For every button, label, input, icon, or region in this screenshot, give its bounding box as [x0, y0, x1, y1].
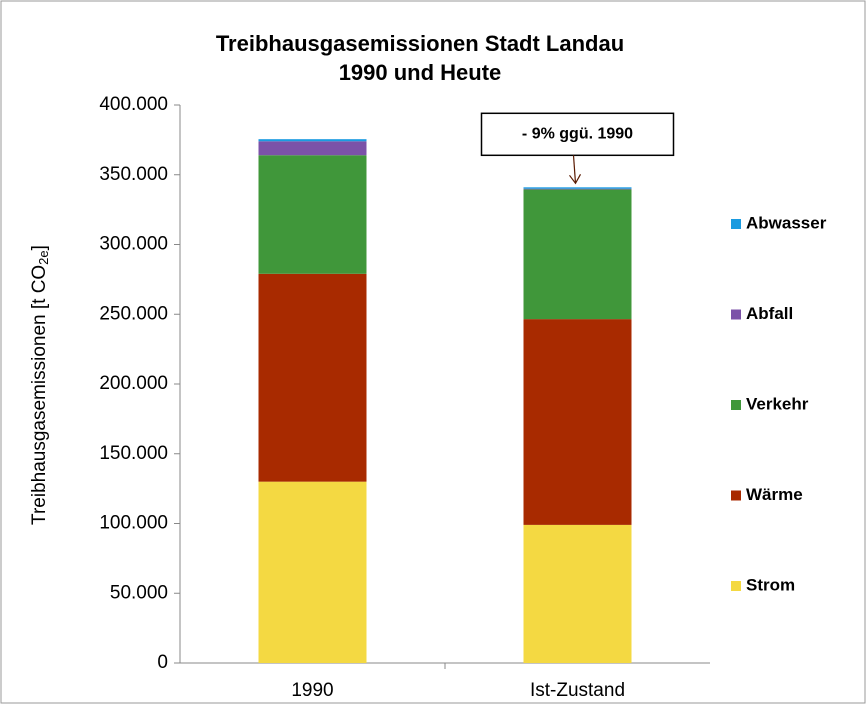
annotation: - 9% ggü. 1990	[522, 126, 633, 143]
bar-segment	[258, 481, 367, 663]
bar-segment	[523, 319, 632, 525]
legend-swatch	[731, 490, 741, 501]
bar-segment	[523, 187, 632, 189]
annotation-arrowhead	[569, 174, 582, 185]
legend-swatch	[731, 581, 741, 591]
y-tick-label: 250.000	[99, 303, 168, 324]
x-tick-label: Ist-Zustand	[530, 680, 625, 701]
bar-segment	[523, 524, 632, 663]
legend-label: Abfall	[746, 304, 793, 323]
y-tick-label: 150.000	[99, 443, 168, 464]
y-axis-label-main: Treibhausgasemissionen [t CO	[29, 265, 50, 525]
y-axis-label-sub: 2e	[36, 250, 51, 264]
y-axis-label-end: ]	[29, 245, 50, 250]
legend-label: Abwasser	[746, 213, 827, 232]
x-tick-label: 1990	[291, 680, 333, 701]
legend-swatch	[731, 219, 741, 229]
bar-segment	[523, 189, 632, 320]
y-tick-label: 400.000	[99, 94, 168, 115]
legend-label: Verkehr	[746, 394, 809, 413]
annotation-box	[480, 112, 675, 157]
bar-segment	[523, 188, 632, 190]
y-tick-label: 300.000	[99, 234, 168, 255]
bar-segment	[258, 141, 367, 156]
y-tick-label: 350.000	[99, 164, 168, 185]
bar-segment	[258, 273, 367, 482]
chart-title: Treibhausgasemissionen Stadt Landau	[216, 31, 624, 56]
legend-label: Strom	[746, 575, 795, 594]
legend-swatch	[731, 400, 741, 410]
chart-title: 1990 und Heute	[339, 60, 502, 85]
bar-segment	[258, 139, 367, 142]
legend-swatch	[731, 309, 741, 320]
y-tick-label: 100.000	[99, 513, 168, 534]
y-tick-label: 50.000	[110, 582, 168, 603]
legend-label: Wärme	[746, 485, 803, 504]
y-axis-label: Treibhausgasemissionen [t CO2e]	[29, 245, 51, 525]
annotation-arrow	[572, 155, 577, 184]
bar-segment	[258, 155, 367, 274]
y-tick-label: 200.000	[99, 373, 168, 394]
y-tick-label: 0	[157, 652, 168, 673]
